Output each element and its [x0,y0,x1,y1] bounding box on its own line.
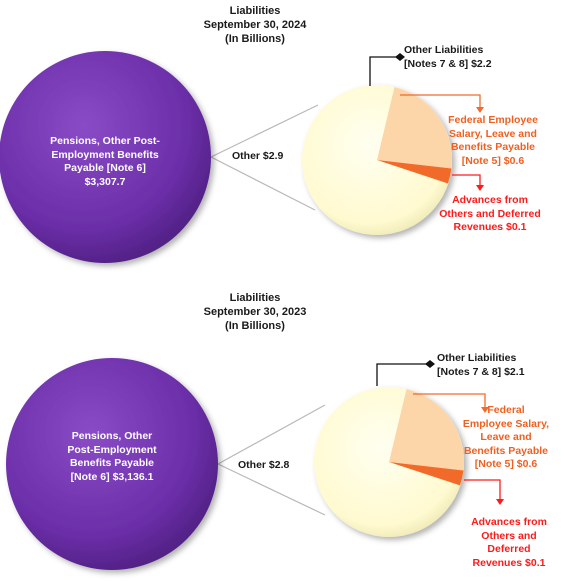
federal-employee-label: Federal Employee Salary, Leave and Benef… [462,404,550,470]
main-slice-pensions [0,51,211,263]
other-label: Other $2.9 [232,150,284,162]
callout-arrow-other [425,360,435,368]
advances-label: Advances from Others and Deferred Revenu… [471,516,547,569]
federal-employee-label: Federal Employee Salary, Leave and Benef… [448,114,538,167]
main-slice-label: Pensions, Other Post- Employment Benefit… [50,135,160,188]
chart-title: Liabilities [229,292,281,304]
pie-panel-2023: Liabilities September 30, 2023 (In Billi… [0,290,574,580]
callout-arrow-federal [476,107,484,113]
pie-panel-2024: Liabilities September 30, 2024 (In Billi… [0,0,574,290]
callout-arrow-advances [476,185,484,191]
callout-advances [464,479,501,500]
other-liabilities-label: Other Liabilities [Notes 7 & 8] $2.2 [404,44,492,70]
callout-federal-employee [400,94,481,108]
chart-unit-note: (In Billions) [225,320,285,332]
callout-federal-employee [413,393,486,408]
secondary-pie [302,85,452,235]
callout-advances [452,174,481,186]
chart-unit-note: (In Billions) [225,33,285,45]
chart-subtitle: September 30, 2023 [203,306,307,318]
secondary-pie [314,387,464,537]
callout-other-liabilities [369,56,400,86]
slice-federal-employee [377,87,452,169]
slice-federal-employee [389,389,464,471]
pie-chart-2023 [6,358,504,570]
connector-line-bottom [210,156,316,211]
main-slice-label: Pensions, Other Post-Employment Benefits… [67,430,157,483]
connector-line-top [210,104,319,158]
chart-title: Liabilities [229,5,281,17]
chart-title-block: Liabilities September 30, 2023 (In Billi… [175,291,335,333]
chart-title-block: Liabilities September 30, 2024 (In Billi… [175,4,335,46]
slice-advances [389,462,464,486]
other-liabilities-label: Other Liabilities [Notes 7 & 8] $2.1 [437,352,525,378]
pie-chart-2024 [0,51,484,263]
chart-subtitle: September 30, 2024 [203,19,307,31]
callout-other-liabilities [376,363,430,386]
main-slice-pensions [6,358,218,570]
callout-arrow-advances [496,499,504,505]
connector-line-bottom [217,463,326,516]
slice-advances [377,160,452,184]
callout-arrow-other [395,53,405,61]
other-label: Other $2.8 [238,459,290,471]
connector-line-top [217,404,326,465]
callout-arrow-federal [481,407,489,413]
advances-label: Advances from Others and Deferred Revenu… [439,194,541,233]
